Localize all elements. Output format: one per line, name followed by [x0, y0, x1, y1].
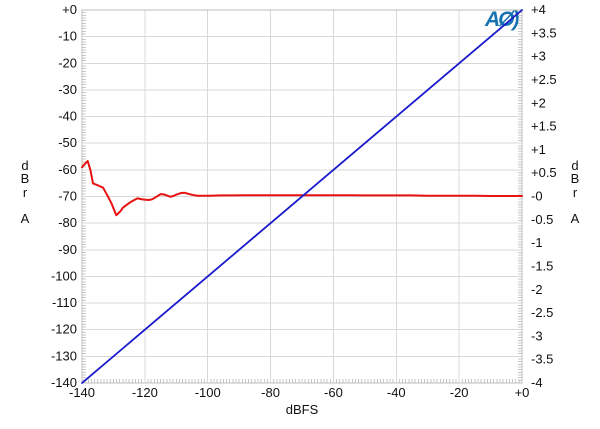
left-tick-label: -140: [51, 375, 77, 390]
left-tick-label: +0: [62, 2, 77, 17]
x-tick-label: +0: [515, 385, 530, 400]
left-tick-label: -40: [58, 109, 77, 124]
right-axis-unit-letter: r: [573, 185, 578, 200]
right-tick-label: +2: [531, 95, 546, 110]
right-tick-label: +1.5: [531, 119, 557, 134]
right-axis-unit-letter: A: [571, 211, 580, 226]
x-tick-label: -60: [324, 385, 343, 400]
x-tick-label: -120: [132, 385, 158, 400]
right-tick-label: -4: [531, 375, 543, 390]
left-axis-unit-letter: B: [21, 171, 30, 186]
series-linearity-error: [81, 160, 523, 217]
right-tick-label: +4: [531, 2, 546, 17]
left-tick-label: -110: [52, 295, 77, 310]
right-axis-unit-letter: B: [571, 171, 580, 186]
right-tick-label: +0.5: [531, 165, 557, 180]
right-tick-label: +1: [531, 142, 546, 157]
right-tick-label: -2.5: [531, 305, 553, 320]
left-tick-label: -20: [58, 55, 77, 70]
right-tick-label: -2: [531, 282, 543, 297]
left-tick-label: -80: [58, 215, 77, 230]
left-tick-label: -10: [58, 29, 77, 44]
left-tick-label: -30: [58, 82, 77, 97]
left-axis-unit-letter: d: [21, 158, 28, 173]
right-tick-label: -3.5: [531, 352, 553, 367]
right-tick-label: -1.5: [531, 258, 553, 273]
left-tick-label: -70: [58, 189, 77, 204]
right-tick-label: +3.5: [531, 25, 557, 40]
audio-precision-logo: AØ): [485, 8, 519, 31]
left-axis-unit-letter: A: [21, 211, 30, 226]
x-tick-label: -80: [261, 385, 280, 400]
right-axis-unit-letter: d: [571, 158, 578, 173]
left-tick-label: -120: [51, 322, 77, 337]
series-output-level-vs-input: [81, 9, 523, 384]
x-tick-label: -40: [387, 385, 406, 400]
left-tick-label: -50: [58, 135, 77, 150]
right-tick-label: +3: [531, 49, 546, 64]
right-tick-label: +2.5: [531, 72, 557, 87]
x-tick-label: -20: [450, 385, 469, 400]
left-axis-unit-letter: r: [23, 185, 28, 200]
x-axis-title: dBFS: [286, 402, 319, 417]
left-minor-ticks: [82, 12, 86, 381]
left-tick-label: -130: [51, 348, 77, 363]
right-tick-label: -0.5: [531, 212, 553, 227]
x-minor-ticks: [84, 379, 520, 383]
left-tick-label: -100: [51, 268, 77, 283]
right-tick-label: -0: [531, 189, 543, 204]
right-tick-label: -3: [531, 328, 543, 343]
right-tick-label: -1: [531, 235, 543, 250]
left-tick-label: -60: [58, 162, 77, 177]
left-tick-label: -90: [58, 242, 77, 257]
x-tick-label: -100: [195, 385, 221, 400]
x-tick-label: -140: [69, 385, 95, 400]
